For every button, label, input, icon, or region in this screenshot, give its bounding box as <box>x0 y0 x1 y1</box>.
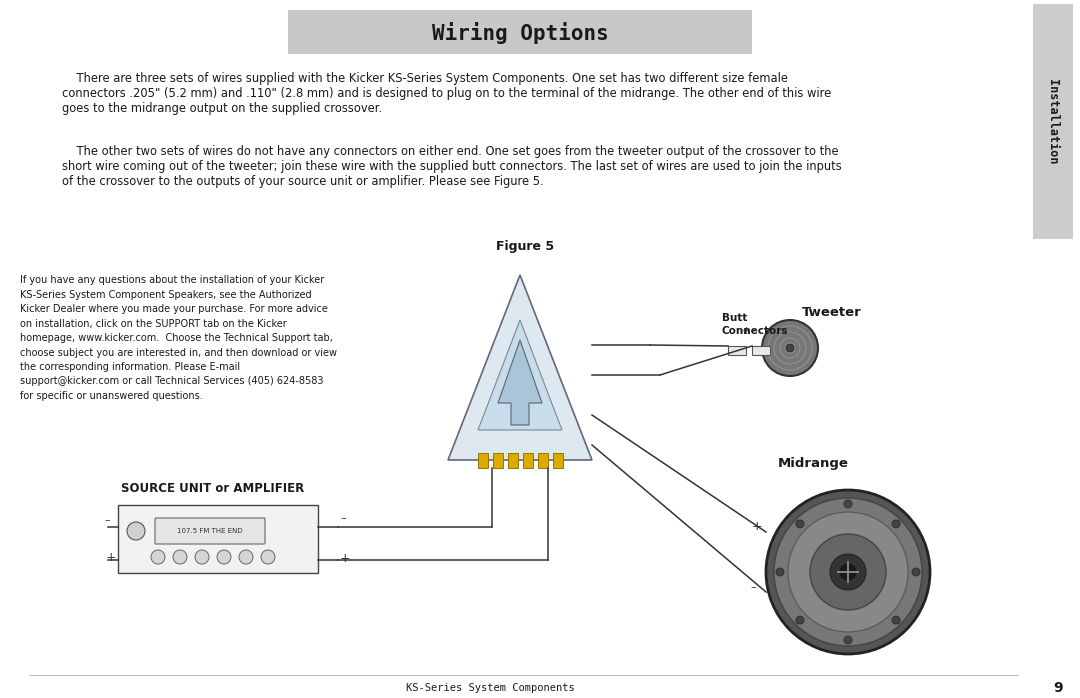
Text: Connectors: Connectors <box>723 326 788 336</box>
FancyBboxPatch shape <box>156 518 265 544</box>
Text: +: + <box>752 520 762 533</box>
Circle shape <box>796 616 804 624</box>
Polygon shape <box>478 320 562 430</box>
Circle shape <box>831 554 866 590</box>
Circle shape <box>892 520 900 528</box>
Polygon shape <box>498 340 542 425</box>
FancyBboxPatch shape <box>728 346 746 355</box>
FancyBboxPatch shape <box>118 505 318 573</box>
Text: +: + <box>340 552 351 565</box>
FancyBboxPatch shape <box>508 453 518 468</box>
FancyBboxPatch shape <box>553 453 563 468</box>
Text: homepage, www.kicker.com.  Choose the Technical Support tab,: homepage, www.kicker.com. Choose the Tec… <box>21 333 333 343</box>
Circle shape <box>217 550 231 564</box>
FancyBboxPatch shape <box>492 453 503 468</box>
Text: Tweeter: Tweeter <box>802 306 862 320</box>
Text: Kicker Dealer where you made your purchase. For more advice: Kicker Dealer where you made your purcha… <box>21 304 328 314</box>
FancyBboxPatch shape <box>752 346 770 355</box>
Circle shape <box>788 512 908 632</box>
Text: Midrange: Midrange <box>778 457 849 470</box>
Text: choose subject you are interested in, and then download or view: choose subject you are interested in, an… <box>21 348 337 357</box>
Text: KS-Series System Component Speakers, see the Authorized: KS-Series System Component Speakers, see… <box>21 290 312 299</box>
Text: 9: 9 <box>1053 681 1063 695</box>
Text: Installation: Installation <box>1047 80 1059 165</box>
Text: Butt: Butt <box>723 313 747 323</box>
Text: the corresponding information. Please E-mail: the corresponding information. Please E-… <box>21 362 240 372</box>
Circle shape <box>195 550 210 564</box>
FancyBboxPatch shape <box>523 453 534 468</box>
Polygon shape <box>448 275 592 460</box>
Text: If you have any questions about the installation of your Kicker: If you have any questions about the inst… <box>21 275 324 285</box>
Circle shape <box>151 550 165 564</box>
Text: The other two sets of wires do not have any connectors on either end. One set go: The other two sets of wires do not have … <box>62 145 841 188</box>
Text: There are three sets of wires supplied with the Kicker KS-Series System Componen: There are three sets of wires supplied w… <box>62 72 832 115</box>
Circle shape <box>892 616 900 624</box>
Text: 107.5 FM THE END: 107.5 FM THE END <box>177 528 243 534</box>
Circle shape <box>912 568 920 576</box>
Circle shape <box>173 550 187 564</box>
Circle shape <box>766 490 930 654</box>
Circle shape <box>762 320 818 376</box>
Text: KS-Series System Components: KS-Series System Components <box>406 683 575 693</box>
Text: SOURCE UNIT or AMPLIFIER: SOURCE UNIT or AMPLIFIER <box>121 482 305 494</box>
Circle shape <box>261 550 275 564</box>
Circle shape <box>843 636 852 644</box>
Text: Wiring Options: Wiring Options <box>432 22 608 44</box>
Text: –: – <box>750 582 756 592</box>
FancyBboxPatch shape <box>1032 4 1074 239</box>
Text: +: + <box>106 551 117 564</box>
FancyBboxPatch shape <box>538 453 548 468</box>
Circle shape <box>796 520 804 528</box>
Circle shape <box>239 550 253 564</box>
Text: +: + <box>741 326 751 336</box>
Circle shape <box>840 564 856 580</box>
Circle shape <box>786 344 794 352</box>
Text: –: – <box>104 515 110 525</box>
Circle shape <box>127 522 145 540</box>
Text: Figure 5: Figure 5 <box>496 240 554 253</box>
FancyBboxPatch shape <box>478 453 488 468</box>
Circle shape <box>810 534 886 610</box>
Text: support@kicker.com or call Technical Services (405) 624-8583: support@kicker.com or call Technical Ser… <box>21 376 324 387</box>
Circle shape <box>777 568 784 576</box>
Text: on installation, click on the SUPPORT tab on the Kicker: on installation, click on the SUPPORT ta… <box>21 318 287 329</box>
Text: for specific or unanswered questions.: for specific or unanswered questions. <box>21 391 203 401</box>
Circle shape <box>774 498 922 646</box>
Circle shape <box>843 500 852 508</box>
FancyBboxPatch shape <box>288 10 752 54</box>
Text: –: – <box>340 513 346 523</box>
